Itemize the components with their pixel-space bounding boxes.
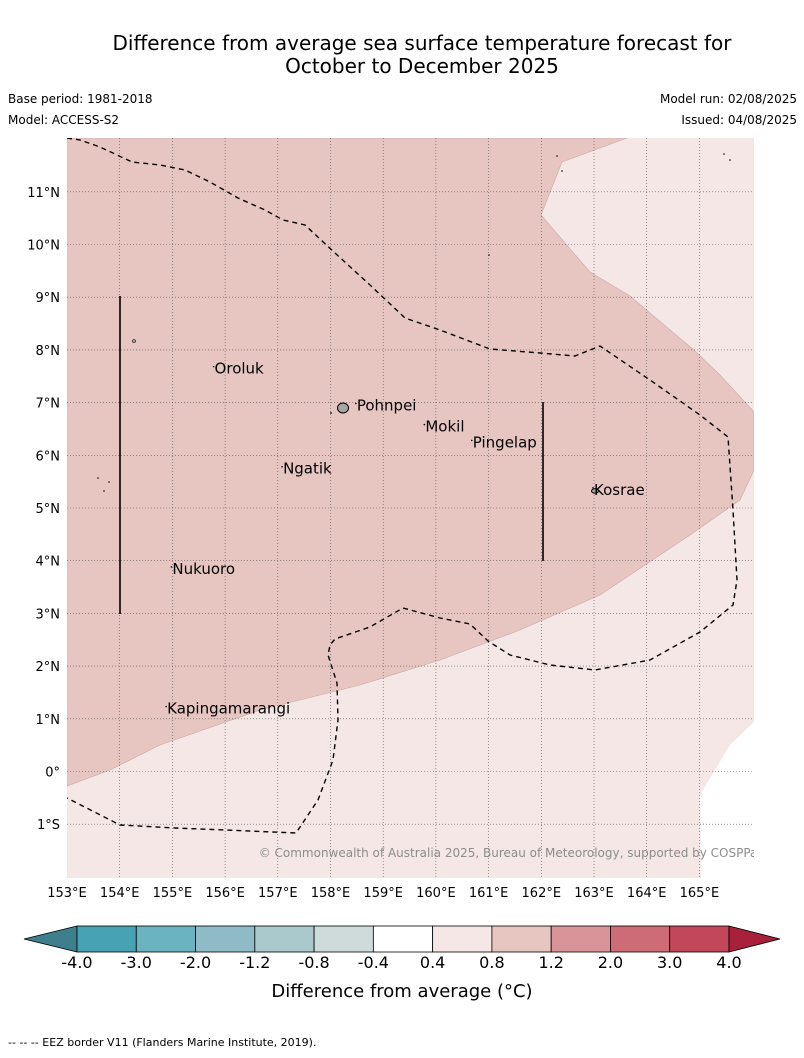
latitude-tick-label: 4°N [36, 555, 61, 570]
colorbar-tick-label: -0.4 [358, 953, 389, 972]
colorbar-segment [432, 925, 493, 953]
graticule [67, 138, 754, 878]
issued-text: Issued: 04/08/2025 [681, 113, 797, 127]
islet-shape [723, 153, 725, 155]
longitude-tick-label: 165°E [680, 886, 720, 901]
colorbar-label: Difference from average (°C) [271, 981, 532, 1002]
latitude-tick-label: 10°N [27, 239, 60, 254]
place-marker [170, 566, 173, 568]
place-label: Ngatik [283, 460, 332, 478]
latitude-tick-labels: 11°N 10°N 9°N 8°N 7°N 6°N 5°N 4°N 3°N 2°N 1°N 0° 1°S [27, 186, 60, 833]
colorbar-under-arrow [23, 925, 78, 953]
colorbar-segment [610, 925, 671, 953]
longitude-tick-label: 158°E [311, 886, 351, 901]
place-label: Pingelap [473, 433, 537, 451]
place-marker [355, 402, 357, 405]
latitude-tick-label: 1°S [37, 818, 60, 833]
anomaly-zone-neutral [700, 722, 754, 878]
colorbar-segment [195, 925, 256, 953]
base-period-text: Base period: 1981-2018 [8, 92, 153, 106]
latitude-tick-label: 8°N [36, 344, 61, 359]
colorbar-tick-label: -2.0 [180, 953, 211, 972]
longitude-tick-label: 154°E [100, 886, 140, 901]
islet-shape [108, 481, 110, 483]
place-labels: Oroluk Pohnpei Mokil Pingelap Ngatik Kosrae Nu… [165, 360, 645, 718]
kosrae-island-shape [591, 488, 599, 494]
colorbar: -4.0 -3.0 -2.0 -1.2 -0.8 -0.4 0.4 0.8 1.2 2.0 3.0 4… [23, 925, 781, 972]
place-marker [281, 465, 283, 468]
latitude-tick-label: 6°N [36, 449, 61, 464]
latitude-tick-label: 7°N [36, 397, 61, 412]
latitude-tick-label: 3°N [36, 607, 61, 622]
map-figure: Oroluk Pohnpei Mokil Pingelap Ngatik Kosrae Nu… [23, 138, 781, 1002]
islet-shape [330, 412, 332, 414]
colorbar-tick-label: 4.0 [716, 953, 741, 972]
colorbar-tick-label: 2.0 [598, 953, 623, 972]
longitude-tick-label: 157°E [258, 886, 298, 901]
title-line-1: Difference from average sea surface temp… [112, 31, 732, 55]
colorbar-tick-label: -1.2 [239, 953, 270, 972]
colorbar-tick-label: 0.4 [420, 953, 445, 972]
latitude-tick-label: 0° [45, 766, 60, 781]
place-marker [423, 423, 426, 426]
longitude-tick-label: 153°E [47, 886, 87, 901]
latitude-tick-label: 11°N [27, 186, 60, 201]
longitude-tick-label: 159°E [363, 886, 403, 901]
colorbar-tick-label: 3.0 [657, 953, 682, 972]
place-marker [470, 439, 473, 442]
place-marker [212, 365, 215, 368]
islet-shape [132, 339, 136, 343]
longitude-tick-label: 161°E [469, 886, 509, 901]
longitude-tick-labels: 153°E 154°E 155°E 156°E 157°E 158°E 159°E 160°E… [47, 886, 719, 901]
place-label: Mokil [425, 418, 464, 436]
colorbar-tick-label: 0.8 [479, 953, 504, 972]
place-label: Kapingamarangi [167, 700, 290, 718]
pohnpei-island-shape [337, 402, 349, 414]
colorbar-segment [135, 925, 196, 953]
islet-shape [729, 159, 731, 161]
model-text: Model: ACCESS-S2 [8, 113, 120, 127]
islet-shape [97, 477, 99, 479]
copyright-text: © Commonwealth of Australia 2025, Bureau… [259, 846, 764, 860]
colorbar-segment [491, 925, 552, 953]
latitude-tick-label: 2°N [36, 660, 61, 675]
place-label: Nukuoro [172, 560, 235, 578]
colorbar-tick-label: -0.8 [298, 953, 329, 972]
longitude-tick-label: 155°E [153, 886, 193, 901]
latitude-tick-label: 5°N [36, 502, 61, 517]
colorbar-segment [313, 925, 374, 953]
longitude-tick-label: 160°E [416, 886, 456, 901]
colorbar-over-arrow [728, 925, 781, 953]
colorbar-tick-label: -4.0 [61, 953, 92, 972]
place-marker [165, 705, 167, 708]
title-line-2: October to December 2025 [285, 54, 559, 78]
islet-shape [556, 155, 558, 157]
map-panel: Oroluk Pohnpei Mokil Pingelap Ngatik Kosrae Nu… [67, 138, 764, 878]
map-title: Difference from average sea surface temp… [0, 32, 804, 78]
colorbar-segment [76, 925, 137, 953]
longitude-tick-label: 162°E [522, 886, 562, 901]
longitude-tick-label: 164°E [627, 886, 667, 901]
islet-shape [561, 170, 563, 172]
islet-shape [488, 254, 490, 256]
eez-border-line [67, 138, 738, 834]
colorbar-segment [669, 925, 730, 953]
colorbar-segment [372, 925, 434, 953]
place-label: Oroluk [215, 360, 264, 378]
anomaly-zone-0.8-1.2 [67, 138, 754, 787]
place-label: Pohnpei [357, 397, 417, 415]
place-marker [592, 487, 594, 489]
colorbar-segment [254, 925, 315, 953]
longitude-tick-label: 156°E [205, 886, 245, 901]
place-label: Kosrae [594, 481, 645, 499]
islet-shape [103, 490, 105, 492]
eez-footnote: -- -- -- EEZ border V11 (Flanders Marine… [8, 1036, 317, 1049]
model-run-text: Model run: 02/08/2025 [659, 92, 797, 106]
latitude-tick-label: 1°N [36, 713, 61, 728]
colorbar-segment [550, 925, 611, 953]
colorbar-tick-label: -3.0 [121, 953, 152, 972]
latitude-tick-label: 9°N [36, 291, 61, 306]
longitude-tick-label: 163°E [574, 886, 614, 901]
colorbar-tick-label: 1.2 [538, 953, 563, 972]
